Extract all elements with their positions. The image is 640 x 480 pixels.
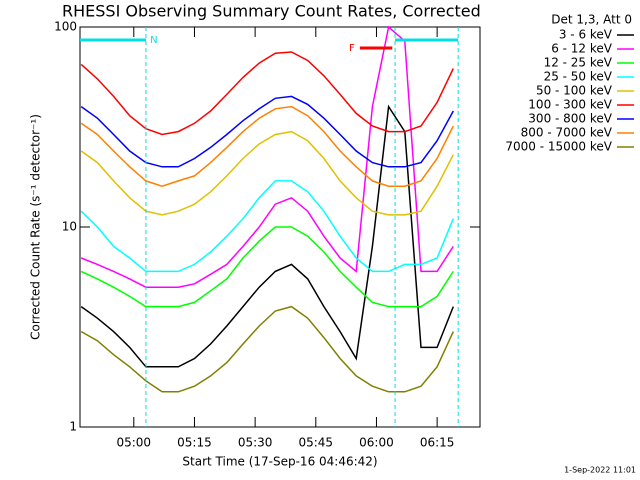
series-line (80, 130, 454, 216)
y-tick-label: 100 (54, 20, 77, 34)
series-line (80, 95, 454, 168)
x-tick-label: 06:15 (420, 436, 455, 450)
series-line (80, 105, 454, 187)
legend-label: 100 - 300 keV (528, 98, 612, 112)
x-tick-label: 05:45 (298, 436, 333, 450)
footer: 1-Sep-2022 11:01 (564, 466, 636, 475)
legend-title: Det 1,3, Att 0 (551, 13, 632, 27)
series-line (80, 226, 454, 308)
legend-label: 800 - 7000 keV (521, 126, 613, 140)
annotation-label: F (349, 43, 355, 54)
legend-label: 3 - 6 keV (559, 28, 613, 42)
x-tick-label: 05:30 (238, 436, 273, 450)
x-tick-label: 05:00 (116, 436, 151, 450)
legend-label: 50 - 100 keV (536, 84, 613, 98)
series-line (80, 51, 454, 136)
legend-label: 12 - 25 keV (544, 56, 613, 70)
y-tick-label: 1 (69, 420, 77, 434)
chart-title: RHESSI Observing Summary Count Rates, Co… (62, 2, 481, 21)
x-tick-label: 06:00 (359, 436, 394, 450)
series-line (80, 305, 454, 393)
x-tick-label: 05:15 (177, 436, 212, 450)
x-axis-label: Start Time (17-Sep-16 04:46:42) (182, 455, 377, 469)
y-tick-label: 10 (62, 220, 77, 234)
legend-label: 6 - 12 keV (551, 42, 613, 56)
legend-label: 300 - 800 keV (528, 112, 612, 126)
series-line (80, 180, 454, 273)
legend-label: 7000 - 15000 keV (505, 140, 612, 154)
legend-label: 25 - 50 keV (544, 70, 613, 84)
annotation-label: N (150, 35, 157, 46)
y-axis-label: Corrected Count Rate (s⁻¹ detector⁻¹) (29, 114, 43, 340)
series-line (80, 25, 454, 288)
series-line (80, 104, 454, 368)
